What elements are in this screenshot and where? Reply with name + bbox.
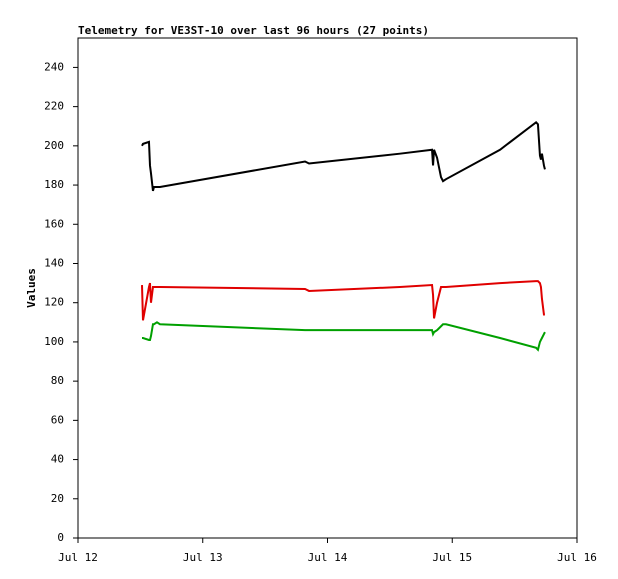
x-tick-label: Jul 15 <box>432 551 472 564</box>
y-tick-label: 240 <box>44 60 64 73</box>
x-tick-label: Jul 14 <box>308 551 348 564</box>
x-tick-label: Jul 16 <box>557 551 597 564</box>
y-tick-label: 220 <box>44 100 64 113</box>
y-tick-label: 60 <box>51 413 64 426</box>
y-tick-label: 80 <box>51 374 64 387</box>
y-axis-label: Values <box>25 268 38 308</box>
y-tick-label: 0 <box>57 531 64 544</box>
y-tick-label: 20 <box>51 492 64 505</box>
series-line <box>142 321 546 352</box>
x-tick-label: Jul 13 <box>183 551 223 564</box>
y-tick-label: 40 <box>51 453 64 466</box>
series-line <box>141 120 546 192</box>
chart-title: Telemetry for VE3ST-10 over last 96 hour… <box>78 24 429 37</box>
series-line <box>141 280 545 321</box>
y-tick-label: 180 <box>44 178 64 191</box>
y-tick-label: 140 <box>44 256 64 269</box>
y-tick-label: 120 <box>44 296 64 309</box>
y-tick-label: 200 <box>44 139 64 152</box>
y-tick-label: 160 <box>44 217 64 230</box>
x-tick-label: Jul 12 <box>58 551 98 564</box>
y-tick-label: 100 <box>44 335 64 348</box>
